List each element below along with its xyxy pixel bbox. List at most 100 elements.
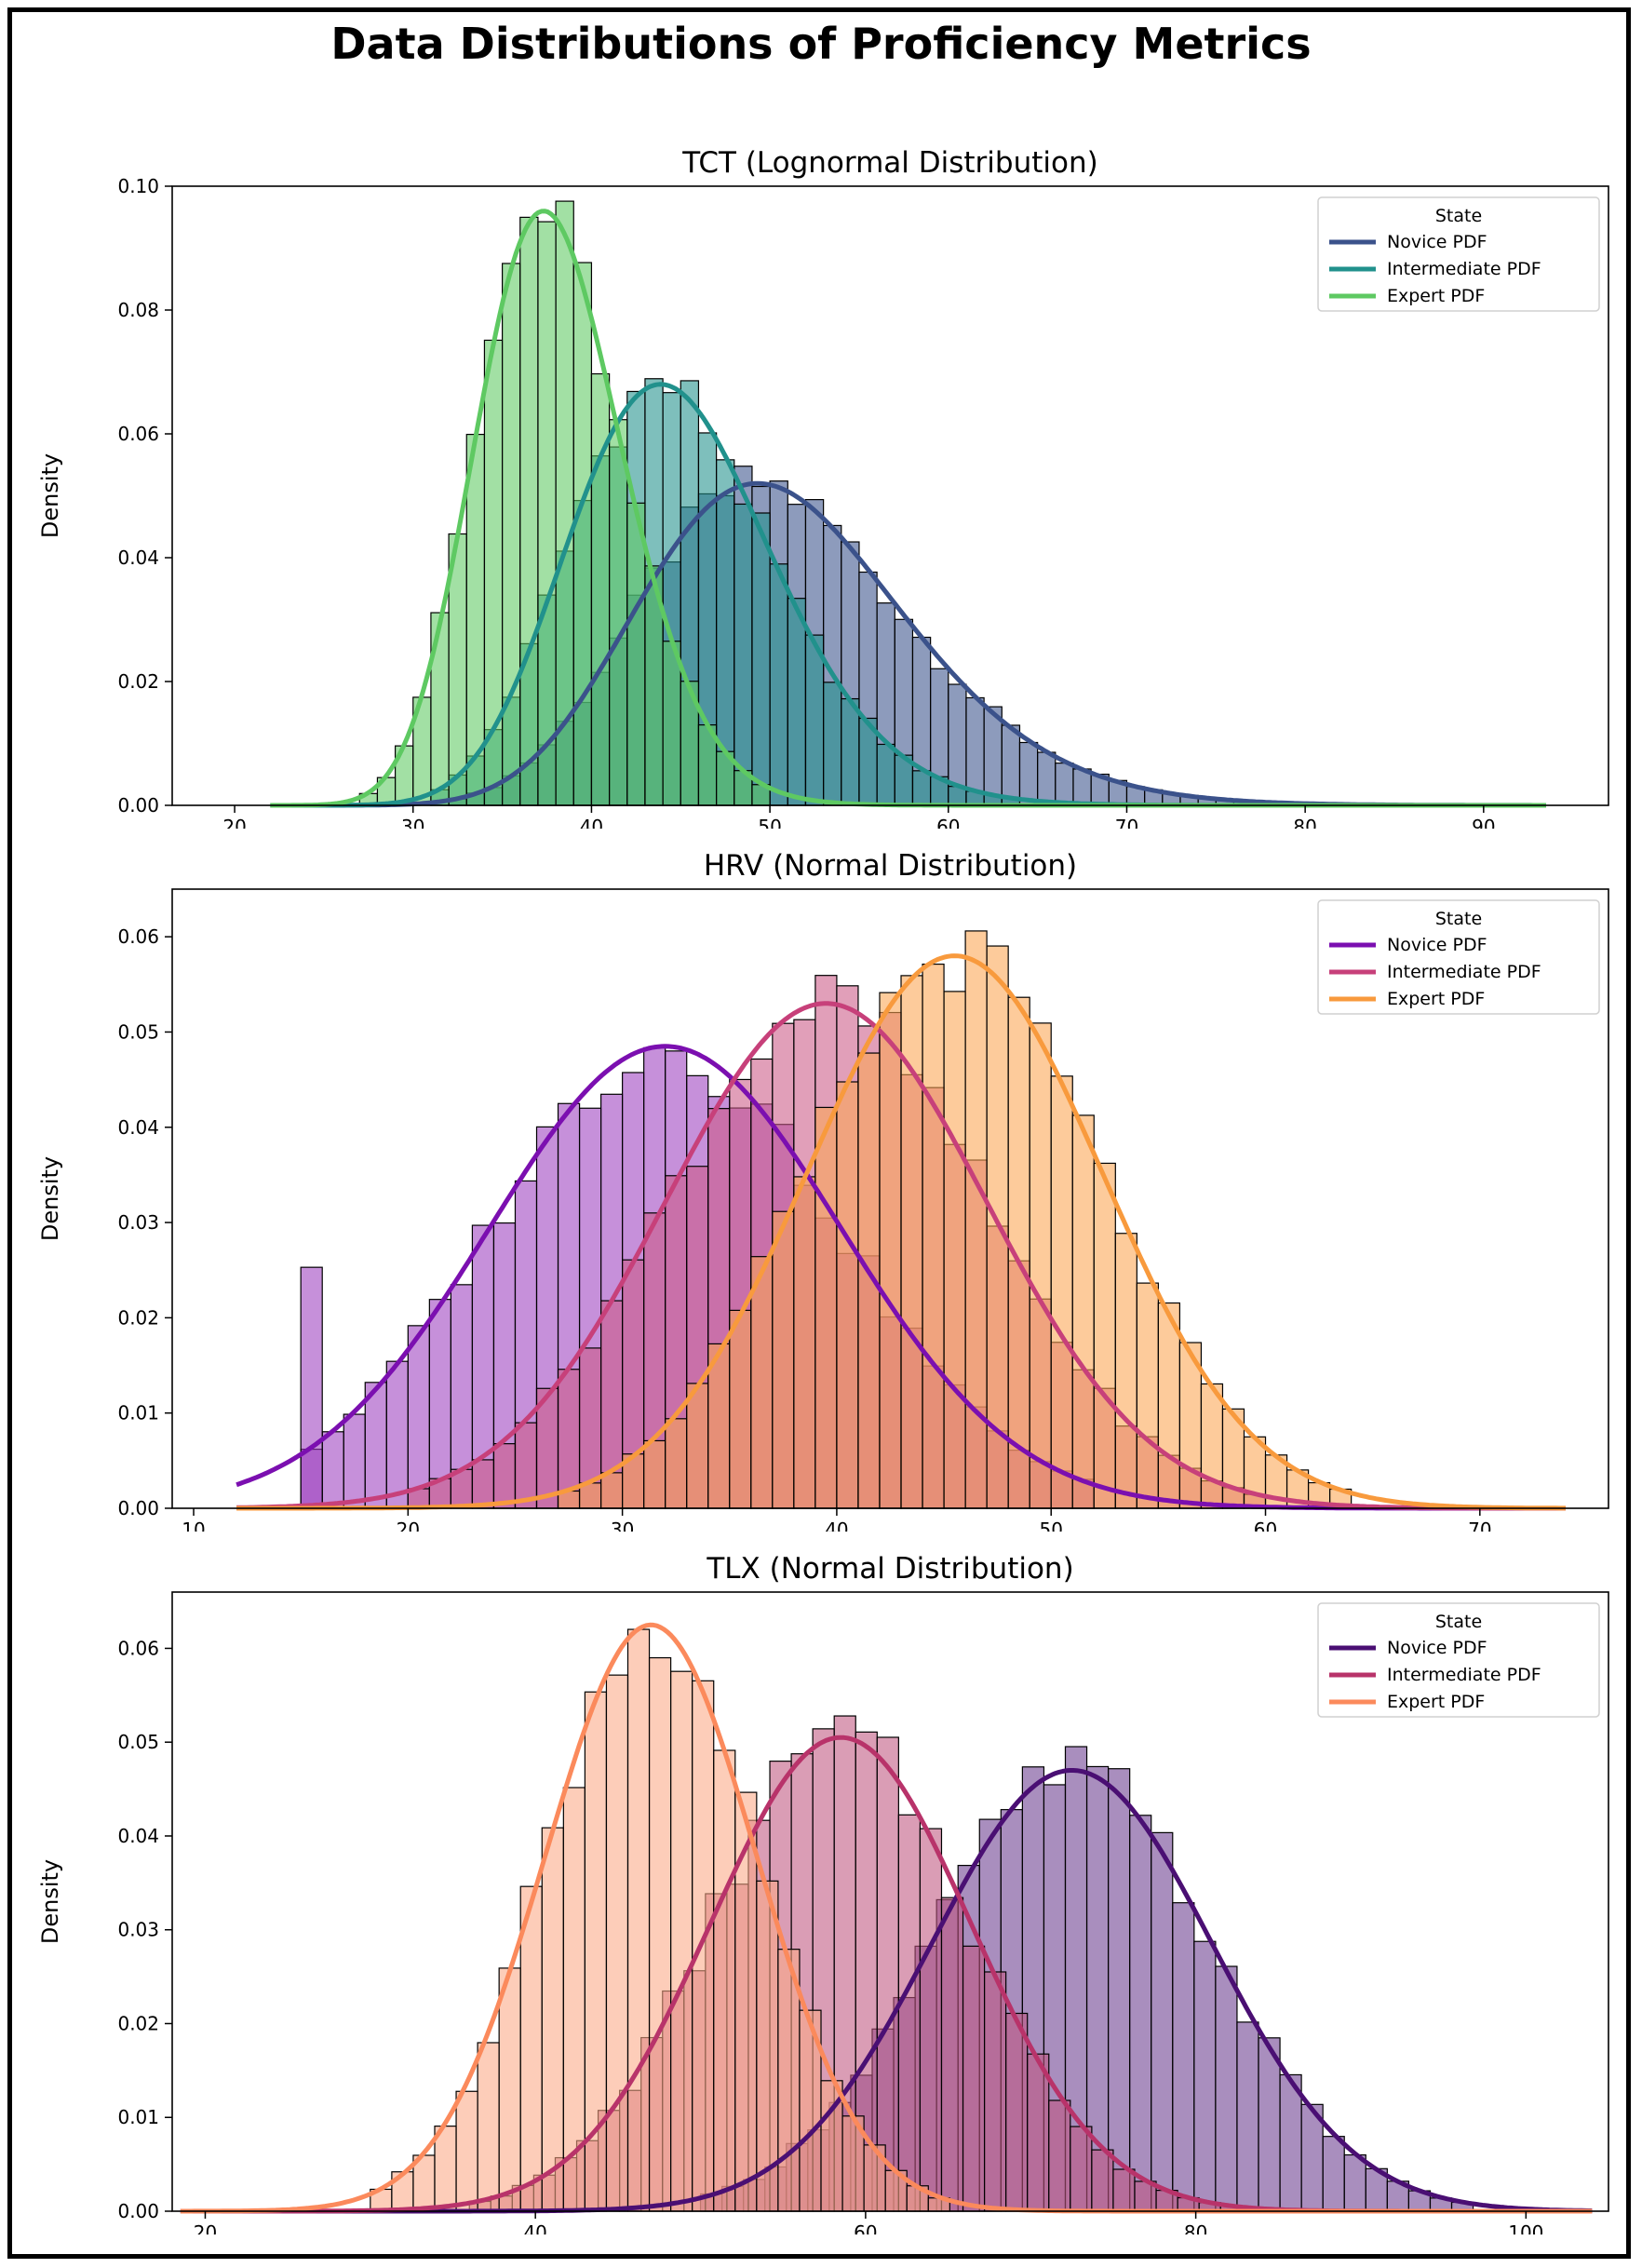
histogram-bar — [519, 1885, 543, 2212]
histogram-bar — [911, 770, 932, 806]
histogram-bar — [434, 2126, 457, 2212]
histogram-bar — [900, 975, 923, 1509]
histogram-bar — [686, 1383, 709, 1509]
legend-label-intermediate: Intermediate PDF — [1387, 1665, 1541, 1685]
chart-tlx: TLX (Normal Distribution) 20 40 60 80 100 0.00… — [37, 1552, 1609, 2234]
y-axis-label: Density — [37, 1156, 63, 1241]
y-tick-label: 0.01 — [117, 2106, 159, 2128]
histogram-bar — [519, 216, 539, 806]
histogram-bar — [1322, 2136, 1345, 2212]
histogram-bar — [514, 1422, 538, 1509]
histogram-bar — [962, 1945, 986, 2212]
y-tick-label: 0.02 — [117, 2012, 159, 2034]
histogram-bar — [943, 991, 966, 1509]
histogram-bar — [572, 262, 593, 806]
legend-label-intermediate: Intermediate PDF — [1387, 962, 1541, 982]
histogram-bar — [471, 1459, 495, 1509]
legend-label-intermediate: Intermediate PDF — [1387, 259, 1541, 279]
legend-label-novice: Novice PDF — [1387, 232, 1487, 252]
x-tick-label: 40 — [523, 2221, 546, 2234]
y-tick-label: 0.01 — [117, 1402, 159, 1424]
plot-frame — [171, 1591, 1609, 2212]
legend: State Novice PDF Intermediate PDF Expert PD… — [1317, 899, 1600, 1015]
x-tick-label: 100 — [1508, 2221, 1543, 2234]
histogram-bar — [751, 512, 771, 806]
histogram-bar — [787, 598, 807, 806]
histogram-bar — [1193, 1940, 1217, 2212]
x-tick-label: 30 — [611, 1519, 634, 1532]
histogram-bar — [1029, 1022, 1052, 1509]
histogram-bar — [407, 1325, 430, 1509]
histogram-bar — [1172, 1902, 1195, 2212]
histogram-bar — [343, 1413, 366, 1509]
histogram-bar — [1037, 751, 1057, 806]
histogram-bar — [492, 1443, 517, 1509]
histogram-bar — [897, 1814, 922, 2212]
histogram-bar — [750, 1256, 774, 1509]
legend: State Novice PDF Intermediate PDF Expert PD… — [1317, 196, 1600, 312]
histogram-expert — [557, 930, 1353, 1509]
histogram-bar — [662, 641, 681, 806]
pdf-line-expert — [236, 953, 1566, 1511]
histogram-bar — [1091, 2149, 1114, 2212]
histogram-bar — [670, 1670, 693, 2212]
legend-box — [1317, 1602, 1600, 1718]
chart-title: HRV (Normal Distribution) — [704, 849, 1077, 883]
y-tick-label: 0.00 — [117, 794, 159, 817]
histogram-bar — [983, 1971, 1007, 2212]
legend-label-expert: Expert PDF — [1387, 286, 1485, 306]
histogram-bar — [1157, 1302, 1181, 1509]
histogram-bar — [455, 2090, 478, 2212]
y-tick-label: 0.05 — [117, 1731, 159, 1753]
histogram-bar — [772, 1210, 795, 1509]
histogram-bar — [769, 563, 788, 806]
x-tick-label: 40 — [825, 1519, 848, 1532]
chart-title: TCT (Lognormal Distribution) — [681, 146, 1097, 180]
x-tick-label: 60 — [936, 816, 960, 829]
histogram-bar — [734, 503, 753, 806]
histogram-bar — [537, 221, 557, 806]
y-tick-label: 0.02 — [117, 1306, 159, 1329]
legend-label-novice: Novice PDF — [1387, 1638, 1487, 1658]
histogram-bar — [836, 1081, 859, 1509]
y-tick-label: 0.04 — [117, 1116, 159, 1139]
histogram-bar — [876, 743, 895, 806]
x-tick-label: 80 — [1184, 2221, 1207, 2234]
chart-tct: TCT (Lognormal Distribution) 20 30 40 50 60 70… — [37, 146, 1609, 829]
histogram-bar — [823, 682, 842, 806]
histogram-bar — [1151, 1831, 1174, 2212]
legend-label-novice: Novice PDF — [1387, 935, 1487, 955]
legend-title: State — [1435, 1612, 1482, 1632]
histogram-bar — [804, 634, 825, 806]
histogram-bar — [793, 1176, 816, 1509]
plot-frame — [171, 185, 1609, 806]
histogram-bar — [879, 992, 902, 1509]
histogram-bar — [498, 1967, 521, 2212]
histogram-bar — [321, 1431, 344, 1509]
histogram-bar — [734, 1791, 758, 2212]
histogram-bar — [599, 1472, 624, 1509]
histogram-bar — [605, 1674, 629, 2212]
figure-frame — [7, 7, 1631, 2259]
histogram-bar — [729, 1309, 752, 1509]
y-tick-label: 0.00 — [117, 2200, 159, 2222]
histogram-bar — [1200, 1383, 1224, 1509]
histogram-bar — [1001, 724, 1021, 806]
histogram-bar — [502, 263, 521, 806]
y-axis-label: Density — [37, 1859, 63, 1944]
histogram-bar — [1215, 1965, 1238, 2212]
histogram-bar — [1258, 2037, 1281, 2212]
x-tick-label: 50 — [1039, 1519, 1062, 1532]
x-tick-label: 70 — [1115, 816, 1138, 829]
histogram-expert — [358, 200, 771, 806]
histogram-bar — [477, 2042, 500, 2212]
y-tick-label: 0.03 — [117, 1211, 159, 1234]
histogram-bar — [1112, 2168, 1136, 2212]
histogram-bar — [1018, 741, 1039, 806]
legend-box — [1317, 196, 1600, 312]
chart-title: TLX (Normal Distribution) — [706, 1552, 1073, 1586]
histogram-bar — [919, 1828, 943, 2212]
plot-frame — [171, 888, 1609, 1509]
x-tick-label: 50 — [758, 816, 781, 829]
x-tick-label: 60 — [854, 2221, 877, 2234]
